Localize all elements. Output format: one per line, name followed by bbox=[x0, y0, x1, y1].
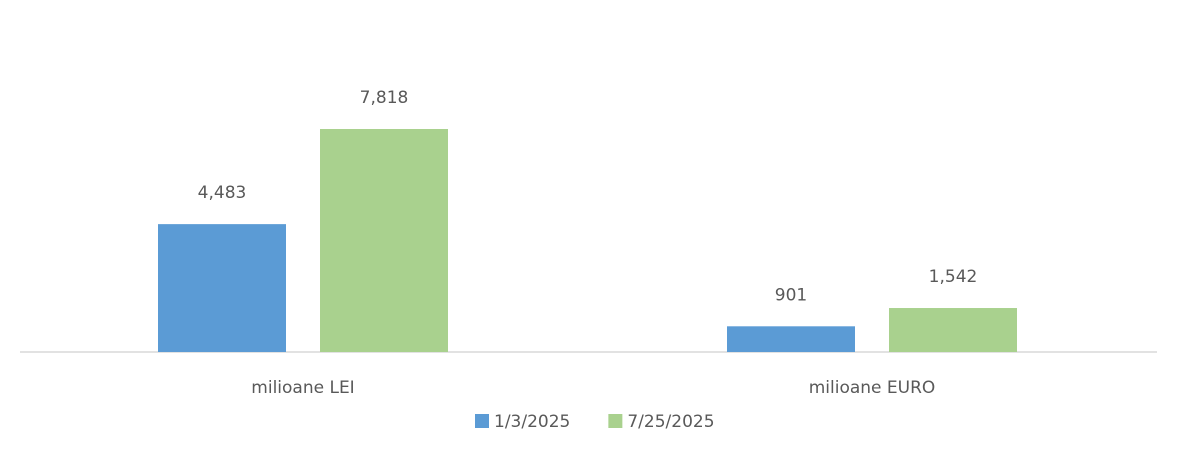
bar bbox=[158, 224, 286, 352]
x-tick-label: milioane EURO bbox=[809, 378, 936, 398]
legend-label: 7/25/2025 bbox=[627, 412, 714, 432]
bar bbox=[889, 308, 1017, 352]
value-label: 901 bbox=[775, 285, 807, 305]
value-label: 4,483 bbox=[198, 183, 247, 203]
value-label: 7,818 bbox=[360, 88, 409, 108]
legend-swatch bbox=[475, 414, 489, 428]
legend-label: 1/3/2025 bbox=[494, 412, 570, 432]
legend-swatch bbox=[608, 414, 623, 428]
x-tick-label: milioane LEI bbox=[251, 378, 354, 398]
value-label: 1,542 bbox=[929, 267, 978, 287]
bar bbox=[320, 129, 448, 352]
bar bbox=[727, 326, 855, 352]
